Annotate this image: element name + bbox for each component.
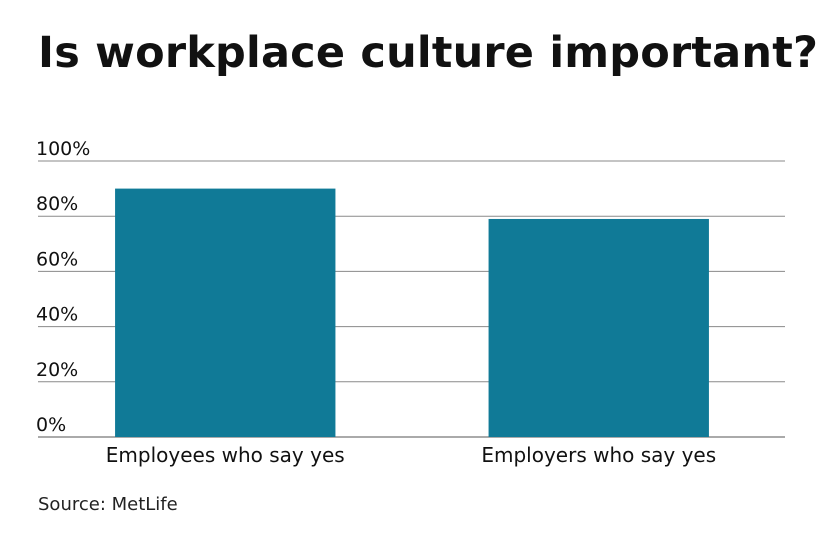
y-tick-label: 100%: [36, 138, 90, 160]
x-category-label: Employers who say yes: [481, 443, 716, 467]
x-category-label: Employees who say yes: [106, 443, 345, 467]
bars: [115, 188, 709, 437]
source-note: Source: MetLife: [38, 494, 178, 515]
y-tick-label: 40%: [36, 304, 78, 326]
bar: [488, 218, 709, 437]
x-axis-category-labels: Employees who say yes Employers who say y…: [106, 443, 716, 467]
y-tick-label: 20%: [36, 359, 78, 381]
bar: [115, 188, 336, 437]
chart-title: Is workplace culture important?: [38, 28, 819, 78]
y-axis-tick-labels: 0% 20% 40% 60% 80% 100%: [36, 138, 90, 436]
y-tick-label: 60%: [36, 248, 78, 270]
y-tick-label: 0%: [36, 414, 66, 436]
y-tick-label: 80%: [36, 193, 78, 215]
